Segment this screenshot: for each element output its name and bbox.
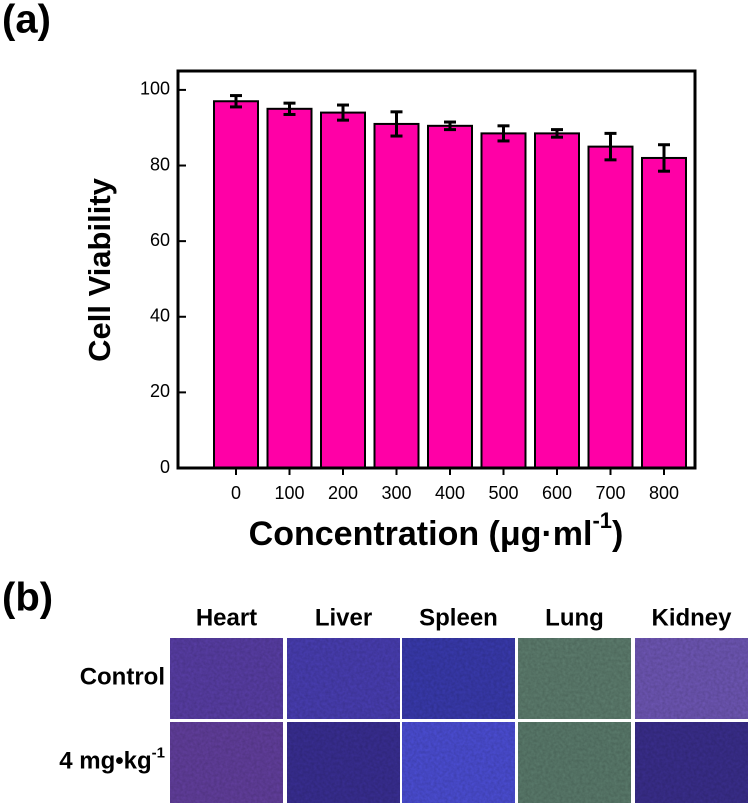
- tissue-texture: [635, 722, 748, 803]
- error-bar: [337, 103, 349, 122]
- x-tick-label: 400: [435, 483, 465, 503]
- tissue-texture: [287, 722, 400, 803]
- row-label-text: 4 mg•kg: [59, 748, 151, 775]
- error-bar: [604, 131, 617, 162]
- plot-frame: [176, 69, 697, 470]
- bar: [587, 145, 634, 469]
- tissue-texture: [170, 638, 283, 719]
- bar: [373, 122, 420, 470]
- error-bar: [444, 120, 456, 132]
- y-tick-label: 20: [150, 381, 170, 401]
- y-tick-label: 40: [150, 306, 170, 326]
- x-tick-label: 100: [274, 483, 304, 503]
- x-tick-label: 300: [381, 483, 411, 503]
- x-tick-label: 800: [649, 483, 679, 503]
- panel-label: (a): [2, 0, 51, 42]
- tissue-texture: [402, 638, 515, 719]
- x-tick-label: 200: [328, 483, 358, 503]
- column-label: Heart: [196, 604, 257, 631]
- y-tick-label: 60: [150, 230, 170, 250]
- column-label: Liver: [315, 604, 372, 631]
- tissue-texture: [518, 638, 631, 719]
- bar: [213, 100, 259, 469]
- column-label: Spleen: [419, 604, 498, 631]
- error-bar: [390, 110, 403, 138]
- x-label-text: Concentration (μg·ml: [249, 515, 593, 553]
- column-label: Lung: [545, 604, 604, 631]
- tissue-texture: [402, 722, 515, 803]
- tissue-texture: [518, 722, 631, 803]
- x-tick-label: 700: [595, 483, 625, 503]
- bar: [427, 124, 473, 469]
- row-label: 4 mg•kg-1: [59, 744, 165, 774]
- error-bar: [658, 143, 670, 173]
- tissue-grid: Heart Liver Spleen Lung Kidney Control 4 mg•kg…: [59, 604, 748, 803]
- y-tick-label: 0: [160, 457, 170, 477]
- error-bar: [230, 94, 242, 109]
- y-tick-label: 80: [150, 154, 170, 174]
- bar: [266, 107, 313, 470]
- bar: [641, 156, 687, 469]
- x-axis-label: Concentration (μg·ml-1): [249, 508, 624, 553]
- x-tick-label: 500: [488, 483, 518, 503]
- tissue-texture: [635, 638, 748, 719]
- tissue-texture: [287, 638, 400, 719]
- row-label-text: Control: [80, 664, 165, 691]
- tissue-texture: [170, 722, 283, 803]
- column-label: Kidney: [651, 604, 732, 631]
- y-tick-label: 100: [140, 79, 170, 99]
- row-label-sup: -1: [152, 744, 165, 761]
- y-axis-label: Cell Viability: [82, 177, 117, 362]
- bar: [480, 132, 527, 469]
- row-label: Control: [80, 664, 165, 691]
- bar: [320, 111, 366, 469]
- error-bar: [551, 128, 563, 139]
- x-label-end: ): [612, 515, 623, 553]
- x-label-sup: -1: [592, 508, 612, 533]
- error-bar: [283, 101, 296, 116]
- error-bar: [497, 124, 510, 143]
- x-tick-label: 600: [542, 483, 572, 503]
- x-tick-label: 0: [231, 483, 241, 503]
- bar: [534, 132, 580, 469]
- panel-label: (b): [2, 576, 53, 620]
